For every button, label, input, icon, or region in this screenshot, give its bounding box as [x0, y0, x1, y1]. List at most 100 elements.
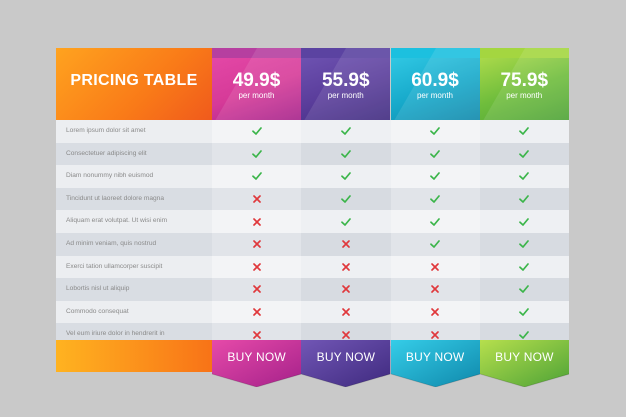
buy-now-button[interactable]: BUY NOW: [316, 350, 376, 364]
check-icon: [430, 172, 440, 181]
feature-row: Exerci tation ullamcorper suscipit: [56, 255, 569, 279]
check-icon: [251, 172, 262, 181]
plan-header-3: 60.9$ per month: [390, 48, 480, 120]
check-icon: [341, 217, 351, 226]
feature-row: Lorem ipsum dolor sit amet: [56, 120, 569, 143]
feature-label: Aliquam erat volutpat. Ut wisi enim: [56, 210, 212, 233]
check-icon: [519, 195, 530, 203]
feature-row: Tincidunt ut laoreet dolore magna: [56, 187, 569, 211]
plan-cell: [301, 210, 391, 233]
plan-cell: [212, 278, 301, 301]
feature-label: Ad minim veniam, quis nostrud: [56, 232, 212, 256]
plan-cell: [479, 165, 569, 188]
plan-cell: [212, 301, 301, 324]
feature-row: Ad minim veniam, quis nostrud: [56, 232, 569, 256]
plan-footer-2: BUY NOW: [301, 340, 391, 387]
plan-header-2: 55.9$ per month: [301, 48, 391, 120]
check-icon: [519, 127, 530, 136]
plan-cell: [212, 143, 301, 166]
plan-footer-1: BUY NOW: [212, 340, 302, 387]
check-icon: [430, 150, 440, 158]
cross-icon: [342, 308, 350, 316]
cross-icon: [252, 330, 261, 339]
feature-row: Consectetuer adipiscing elit: [56, 142, 569, 166]
plan-cell: [212, 256, 301, 279]
check-icon: [519, 172, 530, 181]
feature-row: Aliquam erat volutpat. Ut wisi enim: [56, 210, 569, 233]
feature-label: Exerci tation ullamcorper suscipit: [56, 255, 212, 279]
feature-label: Tincidunt ut laoreet dolore magna: [56, 187, 212, 211]
plan-cell: [212, 323, 301, 346]
plan-cell: [391, 143, 480, 166]
plan-cell: [391, 233, 480, 256]
footer-left: [56, 340, 212, 372]
plan-top-bar: [479, 48, 569, 58]
check-icon: [341, 195, 351, 203]
plan-top-bar: [212, 48, 301, 58]
plan-cell: [301, 232, 391, 256]
check-icon: [519, 285, 530, 294]
plan-cell: [479, 278, 569, 301]
cross-icon: [342, 240, 350, 249]
plan-period: per month: [506, 91, 543, 100]
plan-price: 55.9$: [321, 70, 370, 91]
feature-label: Commodo consequat: [56, 300, 212, 324]
plan-period: per month: [238, 91, 275, 100]
check-icon: [519, 263, 530, 271]
plan-header-4: 75.9$ per month: [479, 48, 569, 120]
plan-cell: [391, 278, 480, 301]
cross-icon: [342, 263, 350, 271]
buy-now-button[interactable]: BUY NOW: [495, 350, 554, 364]
plan-cell: [301, 278, 391, 301]
title-header: PRICING TABLE: [56, 48, 212, 120]
plan-cell: [301, 255, 391, 279]
cross-icon: [431, 308, 439, 316]
plan-cell: [391, 256, 480, 279]
cross-icon: [252, 240, 261, 249]
plan-cell: [391, 210, 480, 233]
ribbon-shape: [212, 340, 302, 387]
check-icon: [341, 172, 351, 181]
check-icon: [519, 308, 530, 316]
plan-cell: [479, 255, 569, 279]
cross-icon: [431, 263, 439, 271]
buy-now-button[interactable]: BUY NOW: [227, 350, 286, 364]
plan-cell: [479, 142, 569, 166]
check-icon: [430, 127, 440, 136]
cross-icon: [252, 263, 261, 271]
cross-icon: [431, 330, 439, 339]
feature-label: Diam nonummy nibh euismod: [56, 165, 212, 188]
check-icon: [430, 240, 440, 249]
plan-cell: [301, 165, 391, 188]
plan-cell: [391, 120, 480, 143]
ribbon-shape: [479, 340, 569, 387]
plan-price: 75.9$: [500, 70, 549, 91]
plan-cell: [391, 301, 480, 324]
plan-cell: [391, 165, 480, 188]
check-icon: [519, 240, 530, 249]
plan-price: 60.9$: [411, 70, 459, 91]
check-icon: [519, 217, 530, 226]
plan-cell: [301, 300, 391, 324]
plan-cell: [212, 165, 301, 188]
plan-cell: [301, 120, 391, 143]
feature-row: Diam nonummy nibh euismod: [56, 165, 569, 188]
cross-icon: [252, 217, 261, 226]
check-icon: [430, 217, 440, 226]
check-icon: [519, 150, 530, 158]
plan-cell: [212, 120, 301, 143]
check-icon: [251, 150, 262, 158]
cross-icon: [252, 308, 261, 316]
pricing-table: PRICING TABLE 49.9$ per month 55.9$ per …: [56, 48, 569, 387]
plan-cell: [391, 323, 480, 346]
plan-cell: [479, 300, 569, 324]
plan-cell: [212, 210, 301, 233]
cross-icon: [342, 330, 350, 339]
feature-row: Commodo consequat: [56, 300, 569, 324]
feature-rows: Lorem ipsum dolor sit amet Consectetuer a…: [56, 120, 569, 346]
buy-now-button[interactable]: BUY NOW: [405, 350, 465, 364]
plan-cell: [479, 210, 569, 233]
plan-cell: [479, 232, 569, 256]
feature-label: Lobortis nisl ut aliquip: [56, 278, 212, 301]
check-icon: [341, 150, 351, 158]
